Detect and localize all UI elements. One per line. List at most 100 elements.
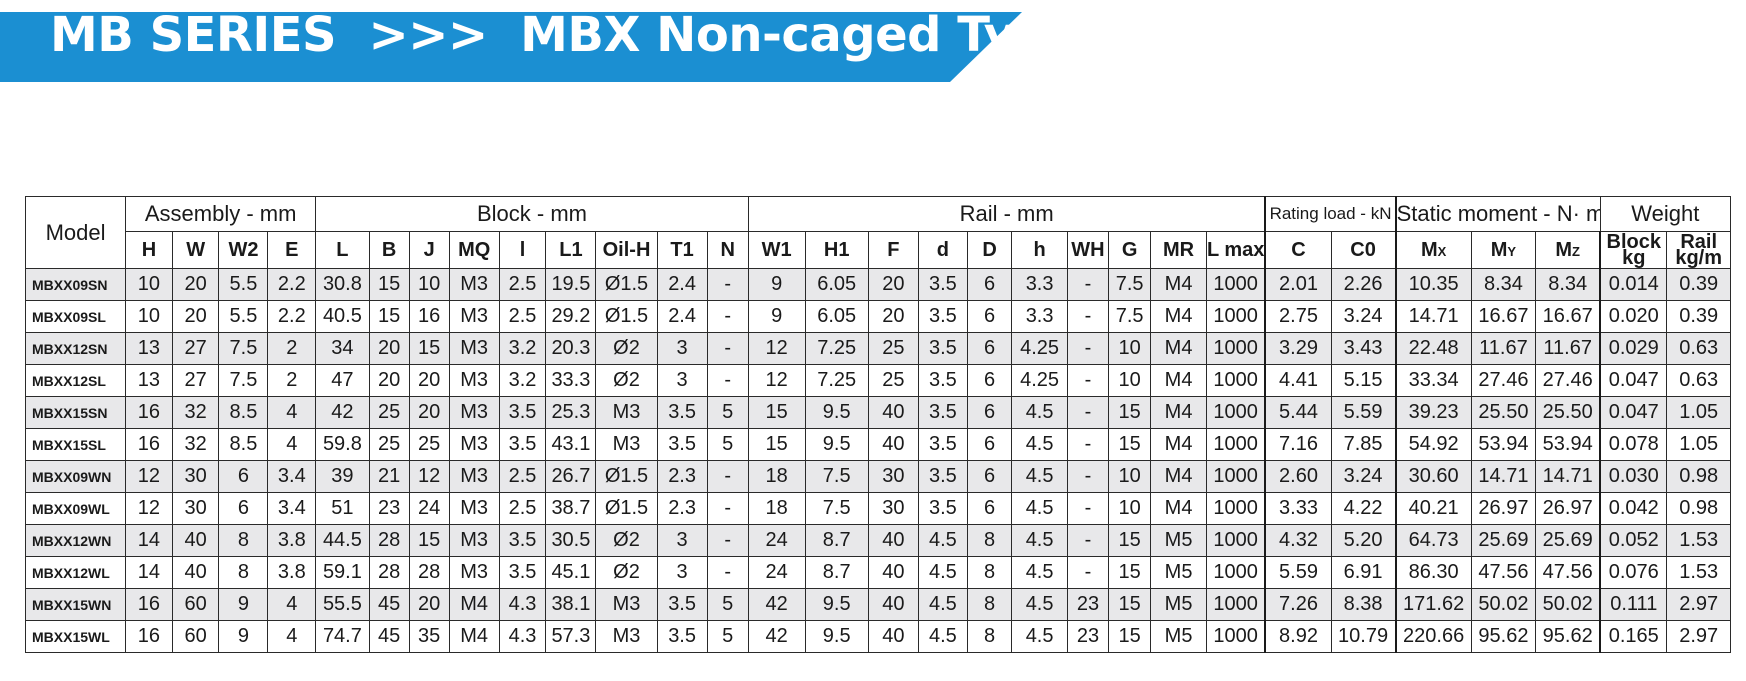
table-cell: 40 xyxy=(867,524,919,557)
table-cell: 27 xyxy=(171,332,220,365)
table-cell: 0.111 xyxy=(1599,588,1668,621)
table-cell: 2.4 xyxy=(656,300,708,333)
table-cell: - xyxy=(1066,332,1110,365)
table-cell: 1000 xyxy=(1205,300,1267,333)
model-cell: MBXX15WL xyxy=(24,620,127,653)
table-cell: 7.25 xyxy=(804,364,869,397)
table-cell: 40.21 xyxy=(1395,492,1472,525)
table-cell: 4.3 xyxy=(498,588,547,621)
table-cell: 95.62 xyxy=(1470,620,1537,653)
table-cell: - xyxy=(706,364,749,397)
table-cell: 39.23 xyxy=(1395,396,1472,429)
table-cell: 5.44 xyxy=(1264,396,1332,429)
table-cell: 10 xyxy=(408,268,450,301)
table-cell: 3.5 xyxy=(917,396,968,429)
table-cell: 60 xyxy=(171,620,220,653)
table-cell: 26.97 xyxy=(1470,492,1537,525)
table-cell: 8.5 xyxy=(218,396,269,429)
table-cell: 0.014 xyxy=(1599,268,1668,301)
table-cell: - xyxy=(1066,428,1110,461)
table-cell: 0.047 xyxy=(1599,396,1668,429)
table-cell: M3 xyxy=(595,396,658,429)
table-cell: 12 xyxy=(125,492,173,525)
table-cell: 27.46 xyxy=(1535,364,1602,397)
table-cell: 8.7 xyxy=(804,524,869,557)
table-cell: 10 xyxy=(125,268,173,301)
table-cell: 6.05 xyxy=(804,268,869,301)
table-cell: 0.98 xyxy=(1666,460,1731,493)
table-cell: 3.24 xyxy=(1330,300,1397,333)
table-cell: 40 xyxy=(867,428,919,461)
table-cell: 20.3 xyxy=(545,332,597,365)
model-cell: MBXX09SN xyxy=(24,268,127,301)
table-cell: 15 xyxy=(747,396,806,429)
table-cell: 5.5 xyxy=(218,268,269,301)
table-cell: 0.076 xyxy=(1599,556,1668,589)
column-header: C0 xyxy=(1330,231,1397,269)
table-cell: 12 xyxy=(747,332,806,365)
table-cell: 21 xyxy=(368,460,410,493)
table-cell: 47.56 xyxy=(1470,556,1537,589)
table-cell: 0.029 xyxy=(1599,332,1668,365)
model-cell: MBXX12WN xyxy=(24,524,127,557)
table-cell: 9 xyxy=(218,620,269,653)
table-cell: 26.7 xyxy=(545,460,597,493)
table-cell: 29.2 xyxy=(545,300,597,333)
model-cell: MBXX15SN xyxy=(24,396,127,429)
table-cell: 86.30 xyxy=(1395,556,1472,589)
table-cell: - xyxy=(1066,524,1110,557)
table-cell: 4 xyxy=(267,588,317,621)
table-cell: 6.91 xyxy=(1330,556,1397,589)
column-header: W xyxy=(171,231,220,269)
table-cell: 2.4 xyxy=(656,268,708,301)
table-cell: 15 xyxy=(408,524,450,557)
table-cell: 20 xyxy=(171,300,220,333)
table-cell: 15 xyxy=(1108,396,1152,429)
model-cell: MBXX09SL xyxy=(24,300,127,333)
table-cell: 3.43 xyxy=(1330,332,1397,365)
table-cell: 25 xyxy=(867,364,919,397)
table-cell: 32 xyxy=(171,396,220,429)
table-cell: - xyxy=(706,460,749,493)
table-cell: 4.41 xyxy=(1264,364,1332,397)
table-cell: 4.32 xyxy=(1264,524,1332,557)
weight-unit: kg xyxy=(1622,247,1646,269)
group-header: Static moment - N· m xyxy=(1395,196,1601,232)
table-cell: 4.5 xyxy=(1011,620,1068,653)
table-cell: M4 xyxy=(448,620,500,653)
table-cell: 6 xyxy=(966,492,1013,525)
group-header: Rating load - kN xyxy=(1264,196,1397,232)
table-cell: 30 xyxy=(867,460,919,493)
table-cell: 6 xyxy=(966,428,1013,461)
table-cell: 3.5 xyxy=(656,588,708,621)
table-cell: 4.5 xyxy=(1011,460,1068,493)
table-row: MBXX12WL 14 40 8 3.8 59.1 28 28 M3 3.5 45.1 Ø2 3-24 8… xyxy=(24,556,1731,589)
table-cell: 2.2 xyxy=(267,268,317,301)
table-cell: 3 xyxy=(656,332,708,365)
table-cell: 15 xyxy=(1108,428,1152,461)
column-header: L xyxy=(315,231,370,269)
column-header: W2 xyxy=(218,231,269,269)
table-cell: 28 xyxy=(368,556,410,589)
table-cell: 23 xyxy=(1066,620,1110,653)
table-cell: 25.50 xyxy=(1470,396,1537,429)
table-cell: 0.047 xyxy=(1599,364,1668,397)
table-cell: 12 xyxy=(747,364,806,397)
table-cell: 5.20 xyxy=(1330,524,1397,557)
table-cell: 15 xyxy=(1108,524,1152,557)
table-cell: 0.052 xyxy=(1599,524,1668,557)
weight-top: Block xyxy=(1606,231,1662,253)
table-cell: 42 xyxy=(747,620,806,653)
table-cell: 3.5 xyxy=(656,428,708,461)
table-cell: M3 xyxy=(448,460,500,493)
table-cell: 7.26 xyxy=(1264,588,1332,621)
table-cell: 0.020 xyxy=(1599,300,1668,333)
model-cell: MBXX15SL xyxy=(24,428,127,461)
column-header: d xyxy=(917,231,968,269)
table-cell: 1.53 xyxy=(1666,556,1731,589)
table-cell: 45 xyxy=(368,620,410,653)
table-cell: Ø1.5 xyxy=(595,300,658,333)
table-cell: M3 xyxy=(448,268,500,301)
table-cell: - xyxy=(706,524,749,557)
table-cell: 1000 xyxy=(1205,268,1267,301)
